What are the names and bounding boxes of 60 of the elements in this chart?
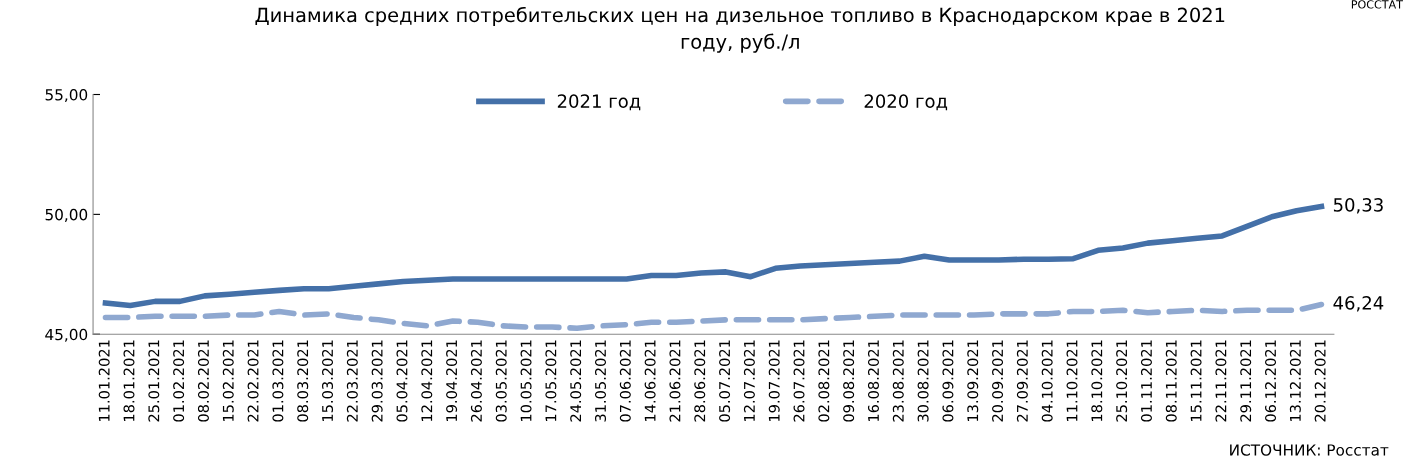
x-tick-label: 15.03.2021 [322, 340, 334, 421]
x-tick-label: 14.06.2021 [644, 340, 656, 421]
x-tick-label: 04.10.2021 [1041, 340, 1053, 422]
y-tick-label: 50,00 [45, 208, 88, 222]
x-tick-label: 01.11.2021 [1140, 340, 1152, 422]
x-tick-label: 28.06.2021 [694, 340, 706, 422]
x-tick-label: 24.05.2021 [570, 340, 582, 422]
x-tick-label: 15.02.2021 [222, 340, 234, 421]
chart-title: Динамика средних потребительских цен на дизельное топливо в Краснодарском крае в 2021 году, руб./л [255, 6, 1225, 53]
x-tick-label: 05.07.2021 [719, 340, 731, 422]
x-tick-label: 19.07.2021 [768, 340, 780, 421]
y-tick-label: 55,00 [45, 88, 88, 103]
legend-label: 2021 год [557, 94, 641, 111]
x-tick-label: 10.05.2021 [520, 340, 532, 421]
x-tick-label: 08.02.2021 [197, 340, 209, 422]
x-tick-label: 23.08.2021 [892, 340, 904, 422]
x-tick-label: 22.02.2021 [247, 340, 259, 422]
text: РОССТАТ [1351, 0, 1403, 9]
x-tick-label: 31.05.2021 [594, 340, 607, 422]
x-tick-label: 02.08.2021 [818, 340, 830, 422]
x-tick-label: 30.08.2021 [917, 340, 929, 422]
x-tick-label: 05.04.2021 [396, 340, 408, 422]
x-tick-label: 20.12.2021 [1314, 340, 1326, 422]
x-tick-label: 18.01.2021 [123, 340, 135, 421]
data-label: 46,24 [1333, 296, 1384, 312]
x-tick-label: 03.05.2021 [495, 340, 507, 422]
x-tick-label: 15.11.2021 [1190, 340, 1202, 421]
y-tick-label: 45,00 [45, 328, 88, 342]
x-tick-label: 29.11.2021 [1240, 340, 1252, 422]
x-tick-label: 12.04.2021 [421, 340, 433, 421]
legend-label: 2020 год [864, 94, 948, 111]
x-tick-label: 06.12.2021 [1265, 340, 1277, 422]
x-tick-label: 08.11.2021 [1165, 340, 1177, 422]
x-tick-label: 27.09.2021 [1016, 340, 1028, 422]
x-tick-label: 13.12.2021 [1289, 340, 1301, 421]
x-tick-label: 13.09.2021 [967, 340, 979, 421]
x-tick-label: 25.10.2021 [1116, 340, 1128, 422]
x-tick-label: 29.03.2021 [371, 340, 383, 422]
data-label: 50,33 [1333, 198, 1383, 214]
x-tick-label: 22.11.2021 [1215, 340, 1227, 422]
x-tick-label: 11.01.2021 [98, 340, 110, 421]
x-tick-label: 18.10.2021 [1091, 340, 1103, 421]
x-tick-label: 21.06.2021 [669, 340, 681, 422]
x-tick-label: 19.04.2021 [446, 340, 458, 421]
x-tick-label: 07.06.2021 [619, 340, 631, 422]
x-tick-label: 25.01.2021 [148, 340, 160, 422]
x-tick-label: 08.03.2021 [297, 340, 309, 422]
x-tick-label: 01.03.2021 [272, 340, 284, 422]
x-tick-label: 20.09.2021 [992, 340, 1004, 422]
x-tick-label: 06.09.2021 [942, 340, 954, 422]
x-tick-label: 17.05.2021 [545, 340, 557, 421]
x-tick-label: 26.07.2021 [793, 340, 805, 422]
x-tick-label: 11.10.2021 [1066, 340, 1078, 421]
x-tick-label: 16.08.2021 [867, 340, 879, 421]
x-tick-label: 01.02.2021 [173, 340, 185, 422]
x-tick-label: 22.03.2021 [346, 340, 358, 422]
x-tick-label: 09.08.2021 [843, 340, 855, 422]
x-tick-label: 26.04.2021 [470, 340, 482, 422]
text: ИСТОЧНИК: Росстат [1230, 444, 1389, 456]
x-tick-label: 12.07.2021 [743, 340, 755, 421]
